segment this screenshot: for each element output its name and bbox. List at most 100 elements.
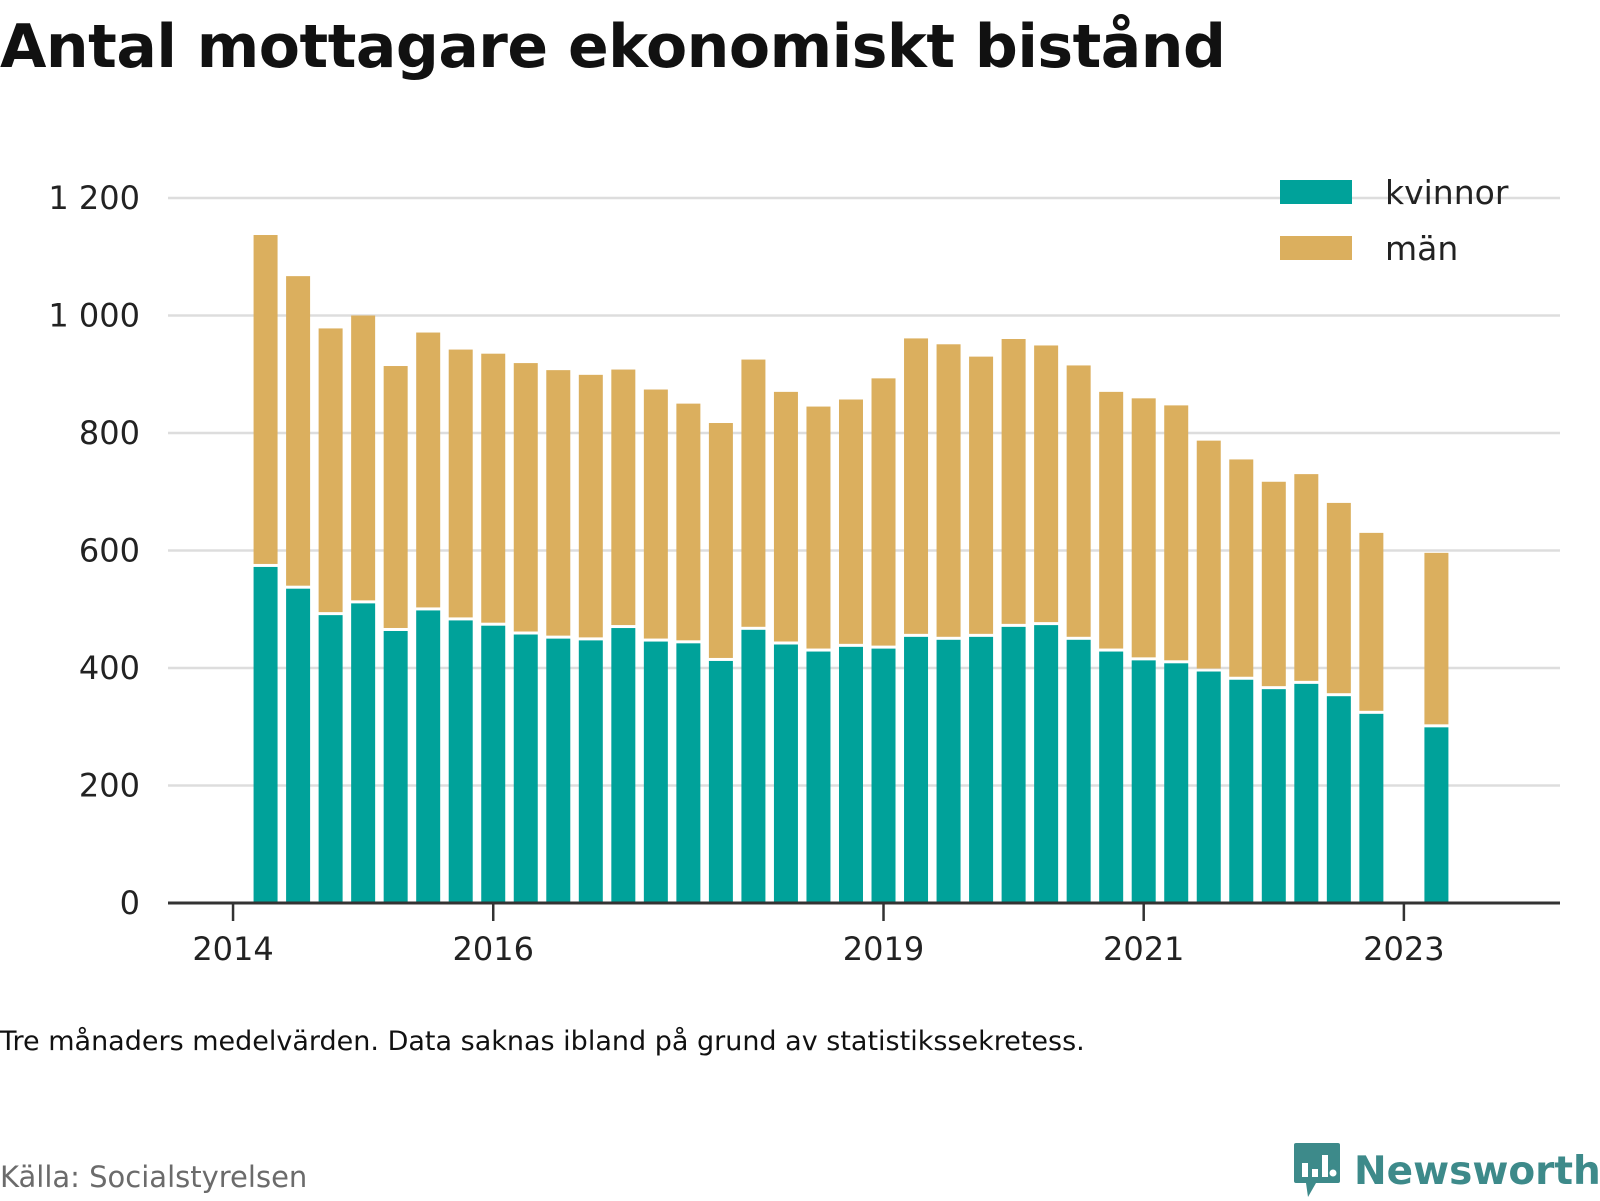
bar-kvinnor	[546, 638, 571, 903]
bar-man	[708, 423, 733, 658]
bar-man	[1196, 440, 1221, 669]
bar-kvinnor	[904, 636, 929, 903]
bar-kvinnor	[1229, 679, 1254, 903]
bar-man	[643, 389, 668, 639]
x-tick-label: 2014	[192, 930, 273, 968]
y-tick-label: 800	[79, 414, 140, 452]
y-tick-label: 1 000	[48, 297, 140, 335]
bar-kvinnor	[806, 651, 831, 903]
bar-man	[1001, 339, 1026, 624]
bar-man	[611, 369, 636, 626]
source-text: Källa: Socialstyrelsen	[0, 1160, 308, 1194]
stacked-bar-chart: 0 200 400 600 800 1 000 1 200 2014 2016 2019 2021…	[48, 173, 1560, 968]
bar-man	[1326, 502, 1351, 694]
bar-kvinnor	[773, 644, 798, 903]
brand-logo: Newsworthy	[1292, 1141, 1600, 1201]
legend-label: män	[1385, 229, 1458, 268]
legend-swatch	[1280, 180, 1352, 204]
legend-label: kvinnor	[1385, 173, 1509, 212]
bar-kvinnor	[1294, 683, 1319, 903]
bar-kvinnor	[383, 630, 408, 903]
legend: kvinnor män	[1280, 173, 1509, 268]
bar-man	[318, 328, 343, 613]
bar-man	[1066, 365, 1091, 637]
bar-kvinnor	[578, 640, 603, 903]
bar-kvinnor	[1359, 713, 1384, 903]
bar-kvinnor	[936, 639, 961, 903]
bar-kvinnor	[1326, 696, 1351, 903]
bar-kvinnor	[1131, 660, 1156, 903]
bar-kvinnor	[741, 629, 766, 903]
x-axis: 2014 2016 2019 2021 2023	[168, 901, 1560, 968]
bar-man	[1131, 398, 1156, 658]
bar-kvinnor	[1066, 639, 1091, 903]
newsworthy-logo-icon	[1294, 1143, 1340, 1197]
bar-kvinnor	[1196, 671, 1221, 903]
bar-man	[1424, 552, 1449, 725]
bar-man	[1229, 459, 1254, 677]
bar-kvinnor	[448, 620, 473, 903]
legend-swatch	[1280, 236, 1352, 260]
bar-man	[546, 370, 571, 636]
chart-title: Antal mottagare ekonomiskt bistånd	[0, 12, 1226, 82]
bar-man	[871, 378, 896, 646]
bar-man	[969, 356, 994, 634]
x-tick-label: 2019	[843, 930, 924, 968]
bar-man	[448, 349, 473, 618]
bar-kvinnor	[969, 636, 994, 903]
bar-man	[481, 353, 506, 623]
bar-kvinnor	[253, 566, 278, 903]
x-tick-label: 2016	[453, 930, 534, 968]
bar-man	[383, 366, 408, 628]
bar-man	[1294, 474, 1319, 681]
bar-kvinnor	[351, 603, 376, 903]
bar-man	[806, 406, 831, 649]
bar-kvinnor	[838, 646, 863, 903]
bar-man	[904, 338, 929, 634]
chart-note: Tre månaders medelvärden. Data saknas ib…	[0, 1026, 1085, 1057]
bar-kvinnor	[1424, 727, 1449, 903]
y-tick-label: 200	[79, 767, 140, 805]
y-tick-label: 400	[79, 649, 140, 687]
bar-man	[936, 344, 961, 637]
bar-man	[773, 391, 798, 642]
bar-kvinnor	[643, 641, 668, 903]
grid-lines	[168, 196, 1560, 787]
bar-kvinnor	[286, 588, 311, 903]
y-axis-labels: 0 200 400 600 800 1 000 1 200	[48, 179, 140, 922]
bar-man	[1099, 391, 1124, 649]
bar-man	[1359, 532, 1384, 711]
x-tick-label: 2023	[1363, 930, 1444, 968]
bar-kvinnor	[1261, 689, 1286, 903]
bar-man	[416, 332, 441, 608]
bar-kvinnor	[481, 625, 506, 903]
bar-man	[286, 276, 311, 586]
bar-kvinnor	[318, 615, 343, 903]
bar-man	[838, 399, 863, 644]
bar-man	[578, 374, 603, 638]
bar-kvinnor	[676, 643, 701, 903]
y-tick-label: 0	[120, 884, 140, 922]
bar-man	[741, 359, 766, 627]
bar-kvinnor	[1034, 625, 1059, 903]
bar-man	[1164, 405, 1189, 661]
bar-man	[513, 363, 538, 632]
bar-man	[1034, 345, 1059, 623]
bars	[253, 235, 1449, 903]
bar-kvinnor	[708, 660, 733, 903]
bar-kvinnor	[611, 628, 636, 903]
bar-kvinnor	[1099, 651, 1124, 903]
brand-name: Newsworthy	[1354, 1148, 1600, 1194]
bar-man	[253, 235, 278, 564]
bar-man	[351, 315, 376, 601]
bar-kvinnor	[1164, 663, 1189, 903]
bar-kvinnor	[416, 610, 441, 903]
bar-man	[1261, 481, 1286, 687]
bar-kvinnor	[513, 634, 538, 903]
bar-kvinnor	[871, 648, 896, 903]
y-tick-label: 600	[79, 532, 140, 570]
x-tick-label: 2021	[1103, 930, 1184, 968]
bar-man	[676, 403, 701, 641]
y-tick-label: 1 200	[48, 179, 140, 217]
bar-kvinnor	[1001, 626, 1026, 903]
